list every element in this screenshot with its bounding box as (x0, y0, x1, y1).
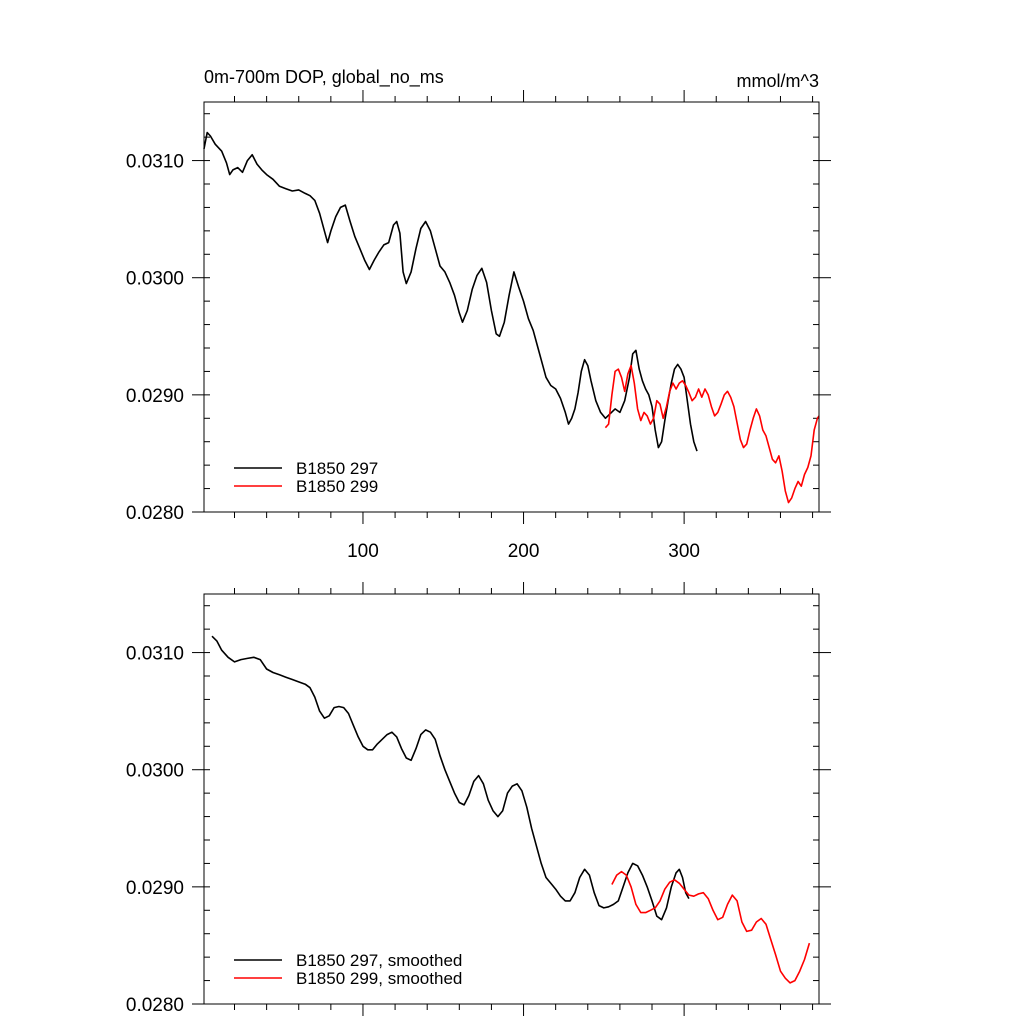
series-line-2 (611, 870, 811, 984)
top-panel-title: 0m-700m DOP, global_no_ms (204, 67, 444, 88)
y-tick-label: 0.0310 (126, 152, 184, 173)
bottom-panel-frame (203, 593, 820, 1005)
y-tick-label: 0.0300 (126, 269, 184, 290)
y-tick-label: 0.0280 (126, 503, 184, 524)
x-tick-label: 200 (508, 541, 540, 562)
y-tick-label: 0.0290 (126, 878, 184, 899)
bottom-panel-lines (211, 635, 811, 984)
top-panel-lines (203, 131, 820, 504)
y-tick-label: 0.0280 (126, 995, 184, 1016)
series-line-1 (211, 635, 690, 921)
y-tick-label: 0.0310 (126, 644, 184, 665)
x-tick-label: 100 (347, 541, 379, 562)
y-tick-label: 0.0290 (126, 386, 184, 407)
legend-label-1: B1850 297 (296, 459, 378, 478)
top-panel-axes: 0.0280 0.0290 0.0300 0.0310 100 200 300 (126, 90, 831, 562)
top-panel-units: mmol/m^3 (737, 71, 819, 91)
legend-label-1: B1850 297, smoothed (296, 951, 462, 970)
legend-label-2: B1850 299 (296, 477, 378, 496)
bottom-panel-axes: 0.0280 0.0290 0.0300 0.0310 (126, 582, 831, 1016)
legend-label-2: B1850 299, smoothed (296, 969, 462, 988)
y-tick-label: 0.0300 (126, 761, 184, 782)
series-line-2 (604, 364, 820, 504)
top-panel: 0m-700m DOP, global_no_ms mmol/m^3 0.028… (126, 67, 831, 562)
series-line-1 (203, 131, 698, 452)
top-panel-frame (203, 101, 820, 513)
x-tick-label: 300 (668, 541, 700, 562)
bottom-panel: 0.0280 0.0290 0.0300 0.0310 B1850 297, smoo… (126, 582, 831, 1016)
